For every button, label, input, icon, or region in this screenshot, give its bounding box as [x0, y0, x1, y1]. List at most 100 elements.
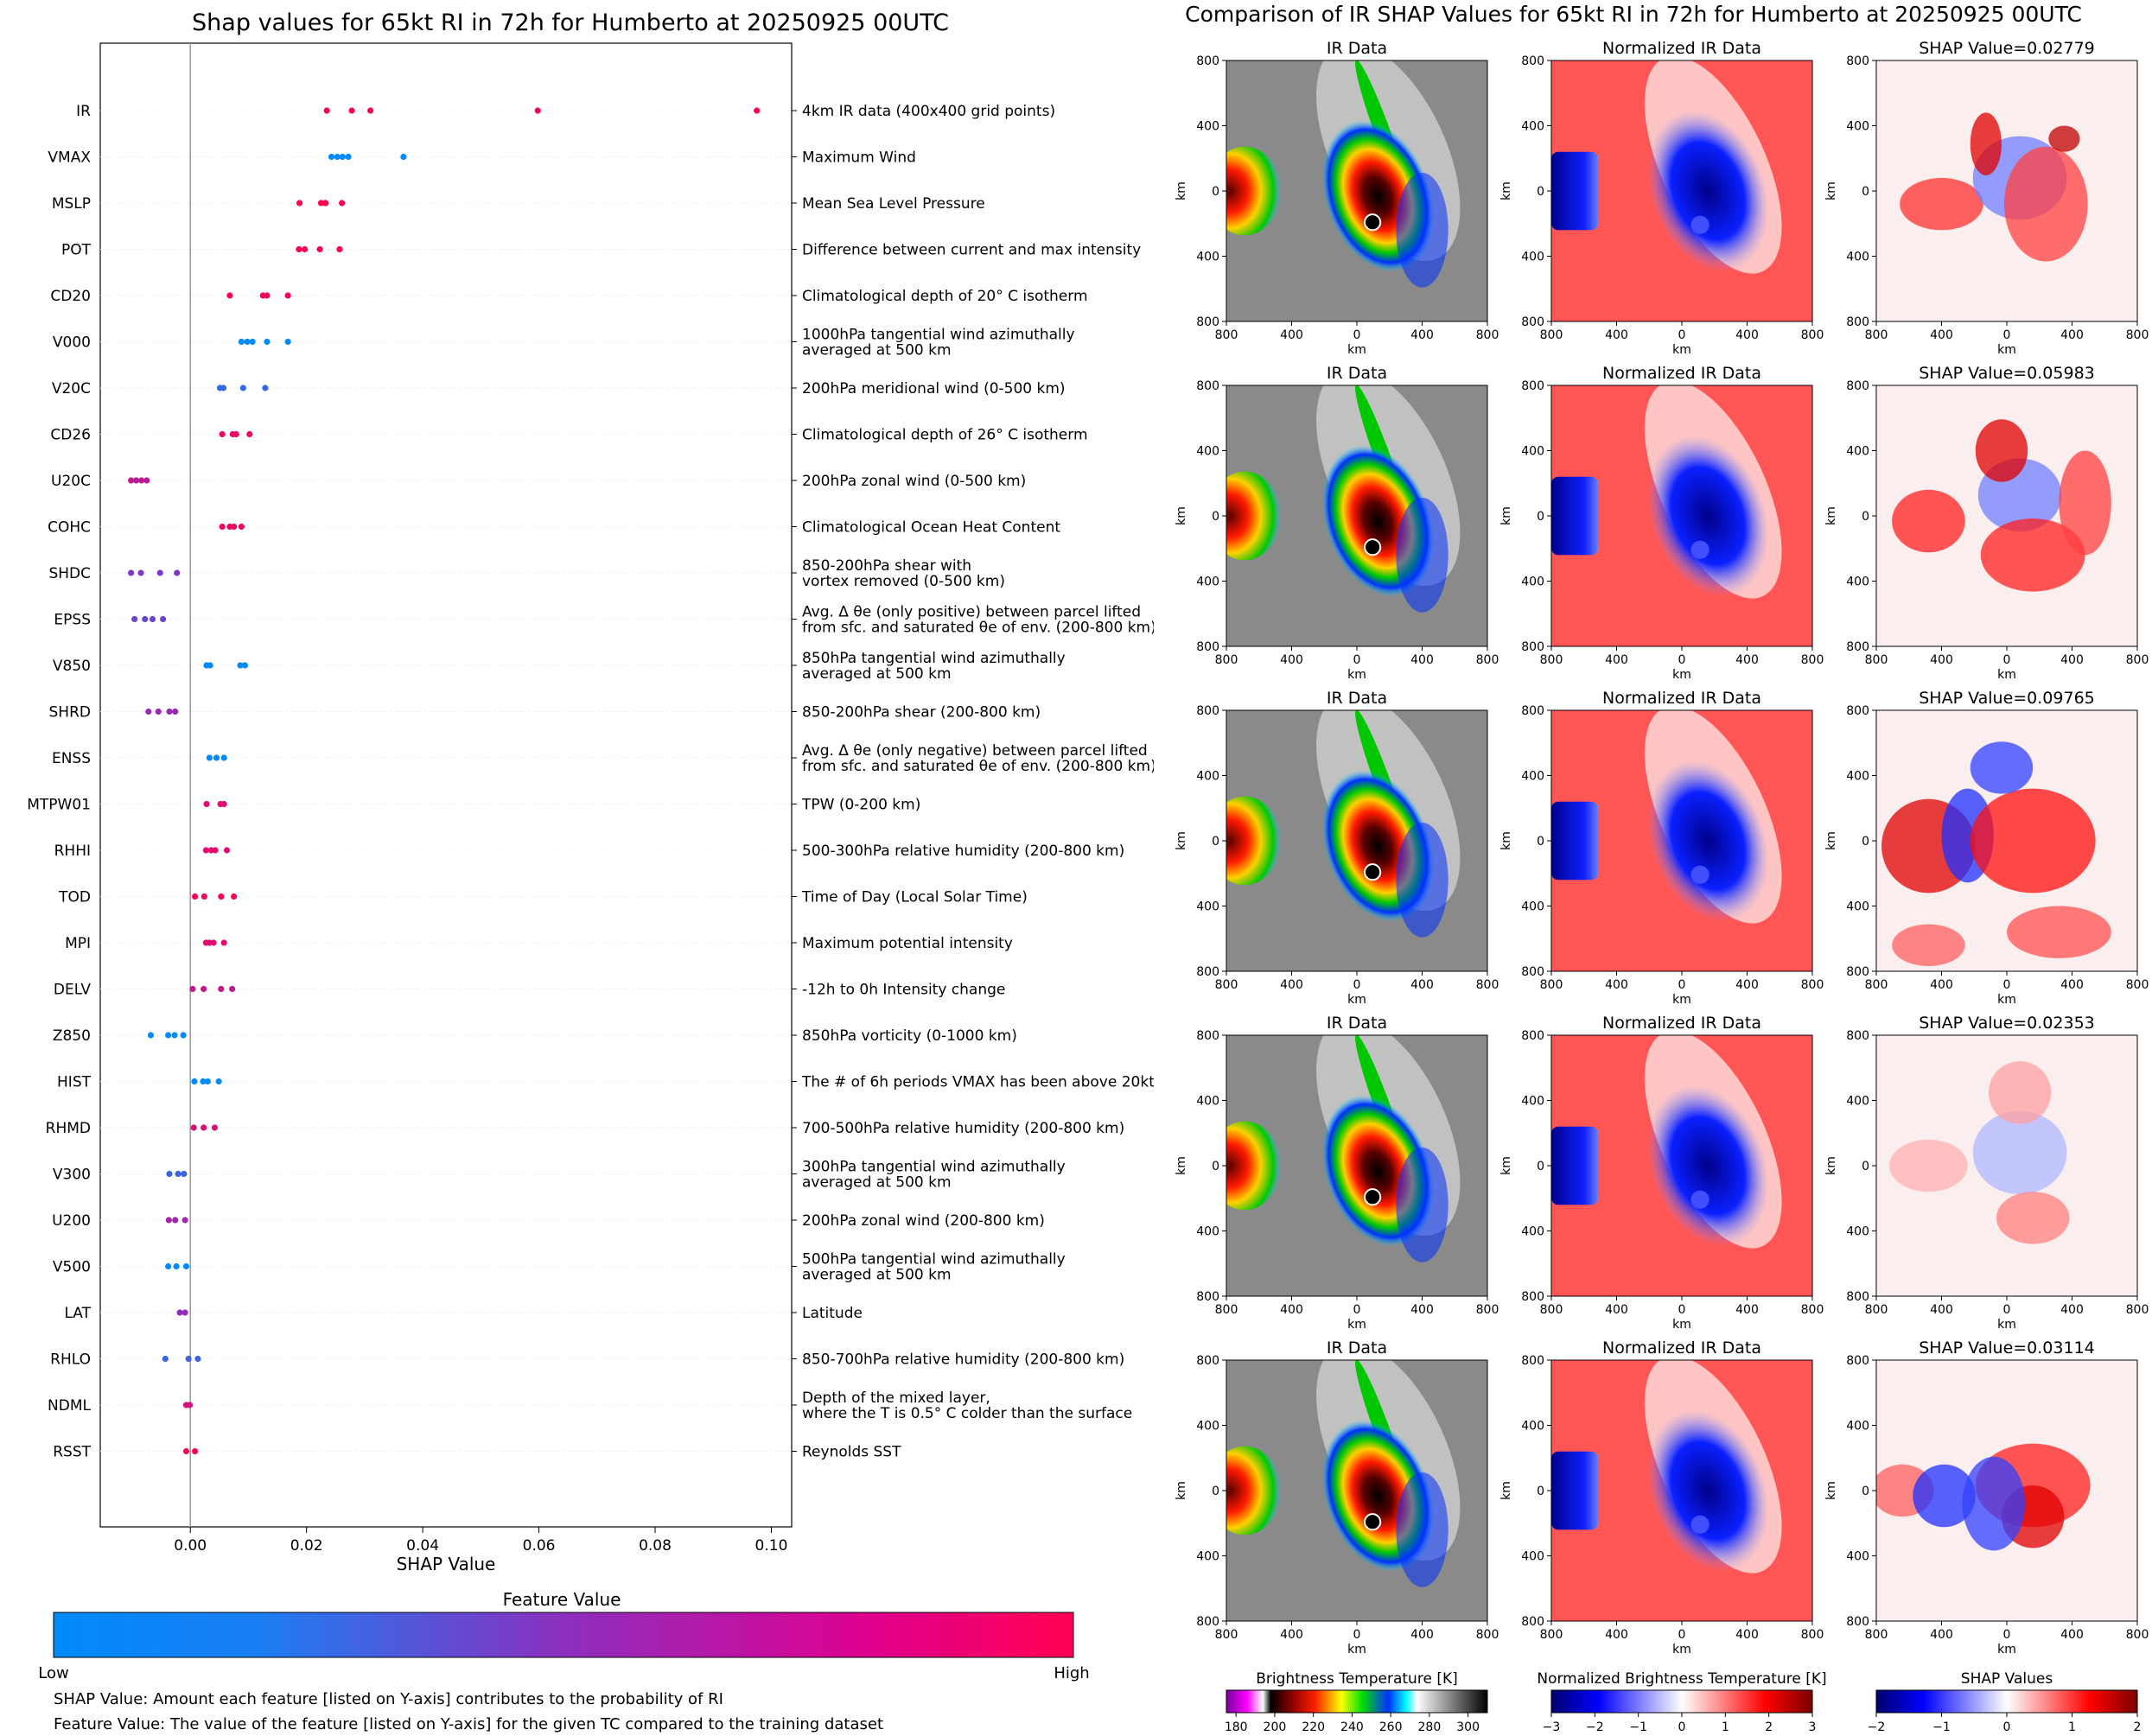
x-tick-label: 400 [1735, 978, 1759, 992]
y-tick-label: 400 [1196, 1550, 1219, 1564]
shap-point [202, 847, 209, 854]
y-tick-label: 400 [1846, 1420, 1869, 1434]
feature-name: SHRD [49, 704, 91, 722]
x-tick-label: 400 [1280, 1628, 1303, 1642]
west-cloud [1226, 1446, 1282, 1536]
norm-eye [1690, 1190, 1710, 1209]
shap-point [211, 1124, 219, 1131]
shap-point [147, 1032, 155, 1039]
colorbar-tick-label: 220 [1302, 1720, 1325, 1734]
shap-point [175, 1170, 181, 1178]
feature-name: Z850 [53, 1027, 91, 1045]
feature-description: 850-200hPa shear (200-800 km) [802, 704, 1041, 722]
shap-point [316, 245, 323, 253]
y-tick-label: 0 [1862, 835, 1869, 849]
y-tick-label: 0 [1212, 510, 1219, 524]
panel-title: Normalized IR Data [1602, 689, 1761, 708]
shap-point [190, 1124, 197, 1131]
colorbar-tick-label: −2 [1586, 1720, 1604, 1734]
shap-point [162, 1355, 169, 1363]
norm-eye [1690, 540, 1710, 559]
shap-positive-blob [1970, 788, 2096, 893]
norm-eye [1690, 215, 1710, 234]
left-title: Shap values for 65kt RI in 72h for Humbe… [192, 10, 949, 36]
shap-point [213, 754, 220, 761]
shap-point [128, 477, 135, 484]
shap-point [400, 153, 407, 161]
shap-point [145, 708, 152, 715]
shap-point [194, 1355, 201, 1363]
panel-title: SHAP Value=0.09765 [1919, 689, 2095, 708]
shap-point [165, 1217, 172, 1224]
shap-point [186, 1402, 194, 1409]
x-tick-label: 400 [1280, 978, 1303, 992]
x-tick-label: 800 [2126, 1303, 2149, 1317]
y-tick-label: 400 [1196, 1225, 1219, 1239]
west-cloud [1226, 796, 1282, 886]
norm-storm [1646, 760, 1769, 922]
feature-description: averaged at 500 km [802, 1267, 952, 1284]
x-axis-label: km [1997, 343, 2016, 357]
y-tick-label: 800 [1521, 1290, 1544, 1304]
x-tick-label: 400 [1410, 978, 1434, 992]
feature-description: Climatological depth of 20° C isotherm [802, 288, 1088, 305]
colorbar-tick-label: 240 [1340, 1720, 1364, 1734]
y-tick-label: 0 [1862, 1160, 1869, 1173]
feature-description: Avg. Δ θe (only positive) between parcel… [802, 604, 1141, 621]
shap-point [229, 985, 236, 993]
shap-point [165, 1262, 172, 1270]
x-tick-label: 800 [1476, 1303, 1499, 1317]
x-tick-label: 400 [1605, 1303, 1628, 1317]
x-axis-label: km [1347, 668, 1366, 682]
panel-title: SHAP Value=0.02353 [1919, 1014, 2095, 1033]
feature-name: IR [76, 103, 91, 120]
y-axis-label: km [1499, 1156, 1513, 1175]
feature-description: 300hPa tangential wind azimuthally [802, 1159, 1066, 1176]
y-tick-label: 800 [1521, 1029, 1544, 1043]
eye-feature [1364, 1513, 1382, 1531]
shap-point [172, 1217, 179, 1224]
x-tick-label: 400 [2060, 653, 2084, 667]
shap-point [166, 708, 173, 715]
x-tick-label: 800 [1215, 1303, 1238, 1317]
colorbar-tick-label: 1 [1722, 1720, 1729, 1734]
y-axis-label: km [1824, 1481, 1838, 1500]
x-tick-label: 800 [1801, 978, 1824, 992]
shap-point [181, 1170, 188, 1178]
x-tick-label: 400 [1735, 328, 1759, 342]
x-tick-label: 0 [2003, 653, 2011, 667]
x-tick-label: 0.06 [523, 1537, 556, 1555]
eye-feature [1364, 863, 1382, 881]
shap-point [249, 338, 256, 346]
feature-name: POT [61, 242, 92, 259]
x-tick-label: 0 [1678, 978, 1686, 992]
feature-name: LAT [64, 1305, 91, 1322]
shap-point [231, 893, 238, 900]
feature-description: 200hPa zonal wind (0-500 km) [802, 473, 1026, 490]
colorbar [1550, 1689, 1813, 1714]
x-tick-label: 400 [1410, 328, 1434, 342]
shap-point [174, 569, 181, 576]
y-tick-label: 400 [1846, 251, 1869, 264]
shap-point [367, 107, 374, 114]
shap-point [182, 1262, 190, 1270]
x-tick-label: 0 [1678, 1628, 1686, 1642]
norm-west-cloud [1551, 476, 1599, 556]
x-axis-label: km [1672, 1318, 1691, 1332]
x-tick-label: 800 [1540, 328, 1563, 342]
plot-frame [99, 42, 793, 1528]
shap-summary-chart: Shap values for 65kt RI in 72h for Humbe… [27, 10, 1154, 1733]
x-tick-label: 400 [2060, 328, 2084, 342]
feature-name: SHDC [48, 565, 91, 582]
legend-title: Feature Value [503, 1589, 621, 1610]
y-tick-label: 400 [1846, 1225, 1869, 1239]
x-tick-label: 0.08 [639, 1537, 672, 1555]
y-tick-label: 800 [1521, 315, 1544, 329]
x-axis-label: km [1997, 993, 2016, 1007]
